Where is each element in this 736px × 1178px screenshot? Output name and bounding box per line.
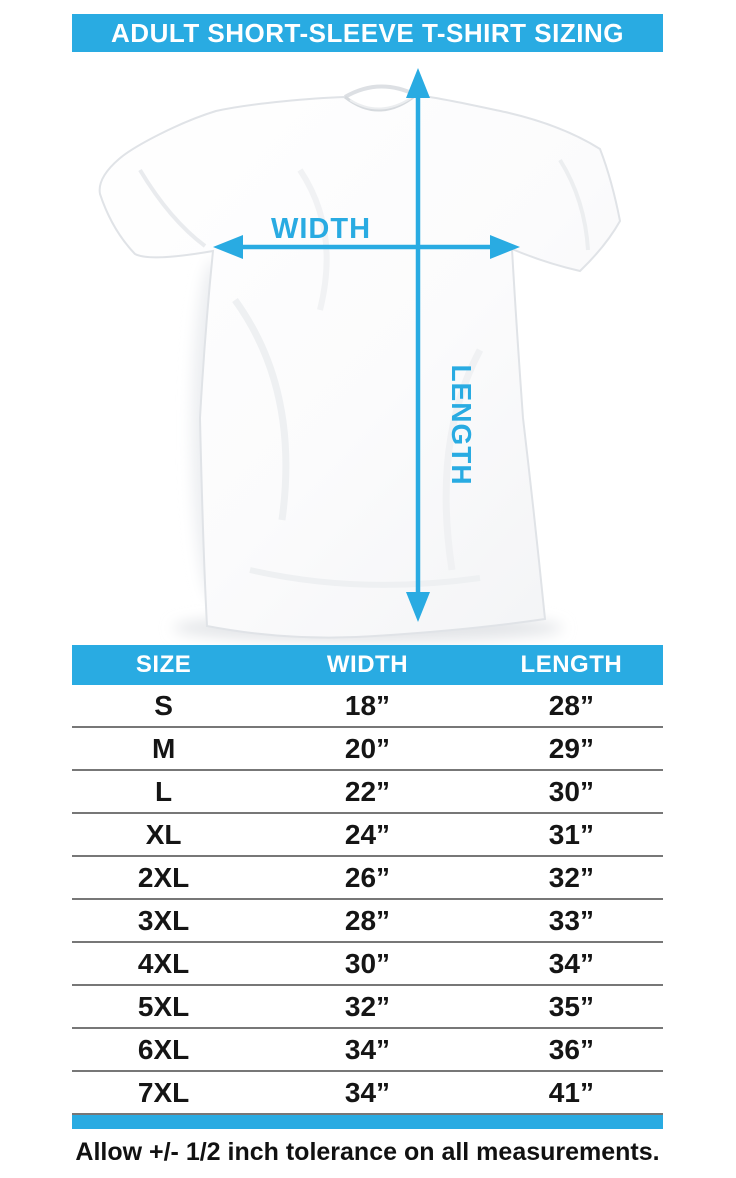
cell-size: XL [145, 818, 182, 850]
neckline-inner [349, 97, 412, 110]
cell-width: 34” [344, 1076, 391, 1108]
width-arrow [213, 235, 520, 259]
cell-size: M [151, 732, 176, 764]
cell-size: 7XL [137, 1076, 190, 1108]
table-row: 2XL 26” 32” [72, 857, 663, 900]
width-arrow-label: WIDTH [271, 213, 371, 245]
cell-width: 18” [344, 689, 391, 721]
cell-width: 34” [344, 1033, 391, 1065]
cell-size: 4XL [137, 947, 190, 979]
cell-width: 30” [344, 947, 391, 979]
cell-width: 22” [344, 775, 391, 807]
cell-width: 28” [344, 904, 391, 936]
cell-length: 35” [548, 990, 594, 1022]
sizing-table-header: SIZE WIDTH LENGTH [72, 645, 663, 685]
cell-size: S [154, 689, 173, 721]
cell-length: 30” [548, 775, 594, 807]
cell-width: 24” [344, 818, 391, 850]
col-header-width: WIDTH [326, 651, 409, 678]
cell-length: 29” [548, 732, 594, 764]
table-row: 4XL 30” 34” [72, 943, 663, 986]
table-row: 5XL 32” 35” [72, 986, 663, 1029]
cell-length: 31” [548, 818, 594, 850]
sizing-table: SIZE WIDTH LENGTH S 18” 28” M 20” 29” L … [72, 645, 663, 1167]
collar [343, 84, 417, 99]
cell-length: 33” [548, 904, 594, 936]
table-row: M 20” 29” [72, 728, 663, 771]
cell-length: 28” [548, 689, 594, 721]
cell-width: 20” [344, 732, 391, 764]
length-arrow [406, 68, 430, 622]
tshirt-body [98, 93, 622, 639]
table-bottom-accent-bar [72, 1115, 663, 1129]
cell-width: 26” [344, 861, 391, 893]
cell-length: 36” [548, 1033, 594, 1065]
cell-size: 6XL [137, 1033, 190, 1065]
cell-length: 34” [548, 947, 594, 979]
tshirt-graphic: WIDTH LENGTH [98, 68, 622, 642]
table-row: XL 24” 31” [72, 814, 663, 857]
table-row: 6XL 34” 36” [72, 1029, 663, 1072]
cell-length: 41” [548, 1076, 594, 1108]
table-row: L 22” 30” [72, 771, 663, 814]
col-header-length: LENGTH [520, 651, 623, 678]
col-header-size: SIZE [135, 651, 192, 678]
table-row: S 18” 28” [72, 685, 663, 728]
cell-length: 32” [548, 861, 594, 893]
tolerance-note: Allow +/- 1/2 inch tolerance on all meas… [75, 1138, 660, 1166]
length-arrow-label: LENGTH [446, 364, 477, 485]
cell-size: L [155, 775, 173, 807]
tshirt-measurement-diagram: WIDTH LENGTH [0, 50, 736, 645]
page-title: ADULT SHORT-SLEEVE T-SHIRT SIZING [111, 17, 624, 48]
cell-size: 2XL [137, 861, 190, 893]
wrinkles [138, 158, 590, 588]
cell-width: 32” [344, 990, 391, 1022]
cell-size: 5XL [137, 990, 190, 1022]
title-banner: ADULT SHORT-SLEEVE T-SHIRT SIZING [72, 14, 663, 52]
table-row: 3XL 28” 33” [72, 900, 663, 943]
table-row: 7XL 34” 41” [72, 1072, 663, 1115]
cell-size: 3XL [137, 904, 190, 936]
